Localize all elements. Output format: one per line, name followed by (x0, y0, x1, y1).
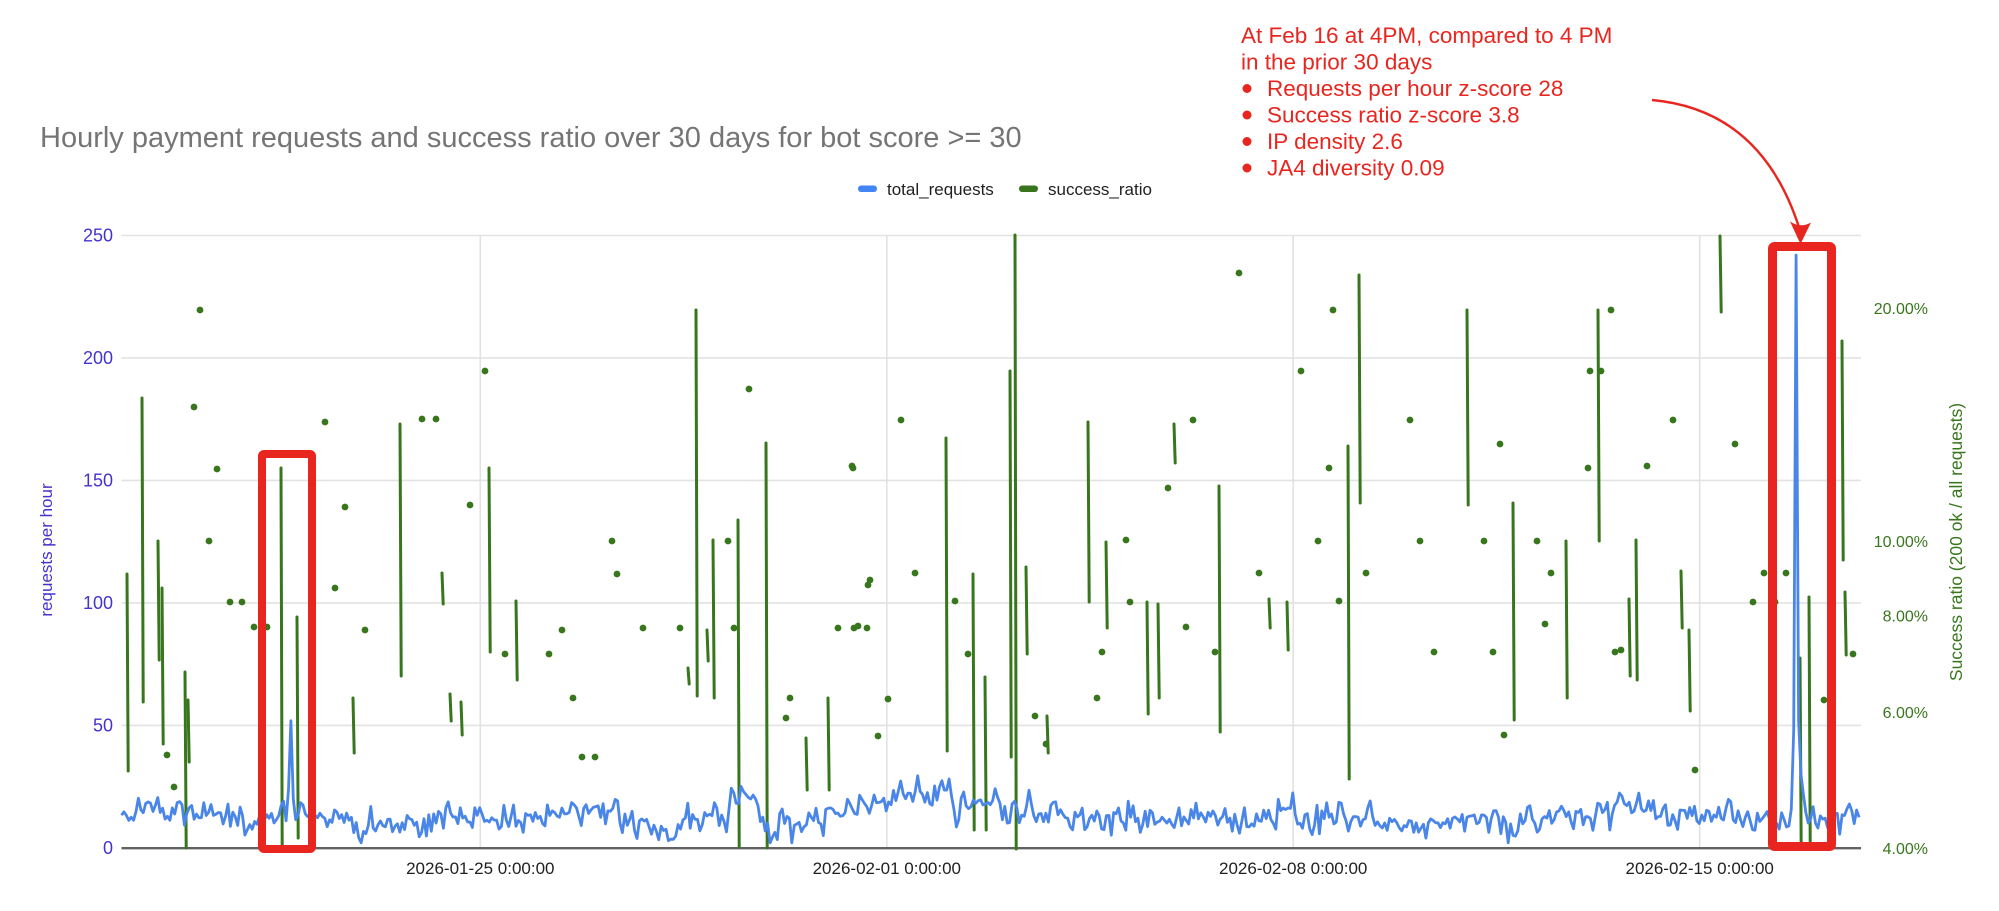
svg-text:IP density 2.6: IP density 2.6 (1267, 129, 1403, 154)
svg-text:Hourly payment requests and su: Hourly payment requests and success rati… (40, 122, 1022, 154)
svg-text:requests per hour: requests per hour (37, 483, 56, 617)
svg-text:2026-02-08 0:00:00: 2026-02-08 0:00:00 (1219, 859, 1367, 878)
svg-text:250: 250 (83, 226, 113, 246)
svg-text:success_ratio: success_ratio (1048, 180, 1152, 199)
svg-text:2026-02-15 0:00:00: 2026-02-15 0:00:00 (1625, 859, 1773, 878)
svg-text:Requests per hour z-score 28: Requests per hour z-score 28 (1267, 76, 1563, 101)
svg-text:50: 50 (93, 716, 113, 736)
svg-text:150: 150 (83, 471, 113, 491)
svg-text:10.00%: 10.00% (1874, 534, 1928, 551)
svg-text:0: 0 (103, 838, 113, 858)
svg-text:JA4 diversity 0.09: JA4 diversity 0.09 (1267, 156, 1445, 181)
svg-text:total_requests: total_requests (887, 180, 994, 199)
svg-text:8.00%: 8.00% (1883, 609, 1928, 626)
svg-text:6.00%: 6.00% (1883, 705, 1928, 722)
svg-text:2026-01-25 0:00:00: 2026-01-25 0:00:00 (406, 859, 554, 878)
svg-text:20.00%: 20.00% (1874, 301, 1928, 318)
svg-text:Success ratio (200 ok / all re: Success ratio (200 ok / all requests) (1946, 403, 1966, 681)
svg-text:200: 200 (83, 348, 113, 368)
svg-text:4.00%: 4.00% (1883, 841, 1928, 858)
svg-text:in the prior 30 days: in the prior 30 days (1241, 50, 1432, 75)
svg-text:100: 100 (83, 593, 113, 613)
svg-text:2026-02-01 0:00:00: 2026-02-01 0:00:00 (813, 859, 961, 878)
svg-text:At Feb 16 at 4PM, compared to: At Feb 16 at 4PM, compared to 4 PM (1241, 23, 1612, 48)
svg-text:Success ratio z-score 3.8: Success ratio z-score 3.8 (1267, 103, 1520, 128)
